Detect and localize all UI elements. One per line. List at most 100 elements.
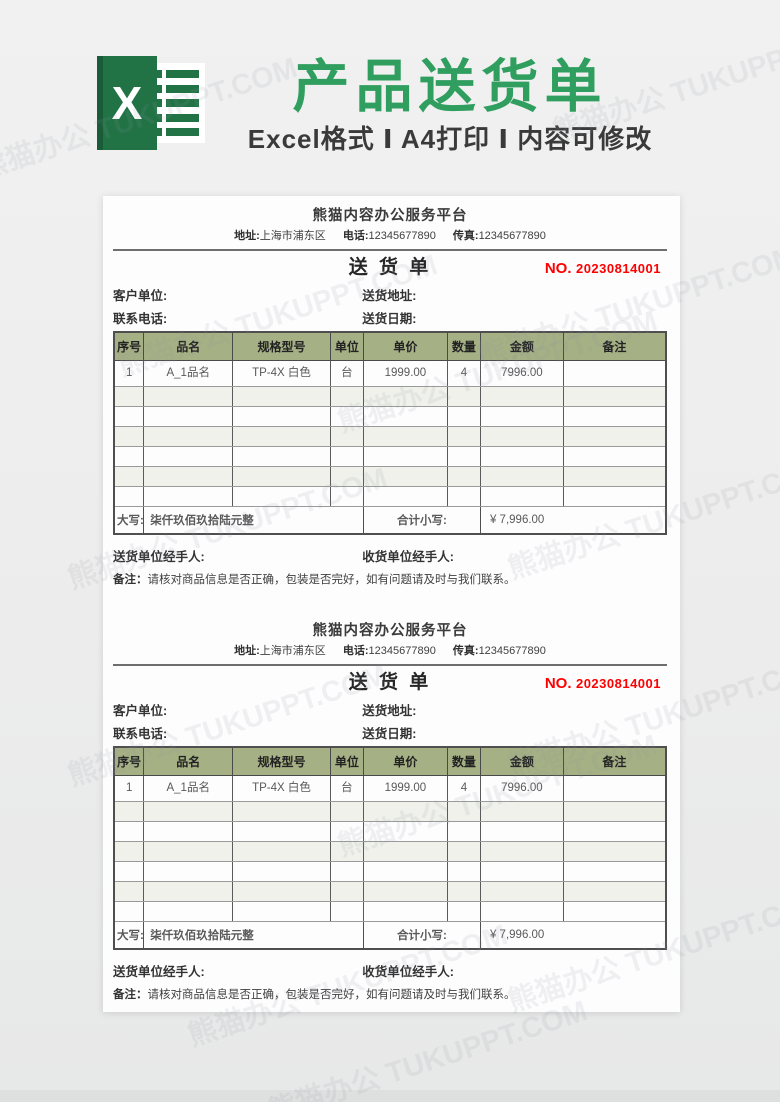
empty-row bbox=[113, 426, 667, 447]
empty-cell bbox=[113, 841, 145, 862]
note-text: 请核对商品信息是否正确，包装是否完好，如有问题请及时与我们联系。 bbox=[147, 989, 516, 1001]
delivery-note-form: 熊猫内容办公服务平台 地址:上海市浦东区 电话:12345677890 传真:1… bbox=[113, 208, 667, 587]
empty-cell bbox=[446, 841, 481, 862]
fax-label: 传真: bbox=[452, 230, 479, 242]
empty-cell bbox=[232, 406, 331, 427]
item-cell bbox=[562, 360, 667, 387]
total-in-figures-value: ¥ 7,996.00 bbox=[479, 506, 667, 535]
note-row: 备注：请核对商品信息是否正确，包装是否完好，如有问题请及时与我们联系。 bbox=[113, 988, 667, 1002]
empty-cell bbox=[329, 841, 364, 862]
total-in-figures-label: 合计小写: bbox=[362, 506, 481, 535]
field-contact-phone: 联系电话: bbox=[113, 312, 168, 326]
signature-row: 送货单位经手人: 收货单位经手人: bbox=[113, 961, 667, 980]
banner-subtitle: Excel格式 Ⅰ A4打印 Ⅰ 内容可修改 bbox=[247, 124, 653, 155]
empty-cell bbox=[329, 821, 364, 842]
empty-cell bbox=[479, 801, 564, 822]
empty-cell bbox=[562, 486, 667, 507]
doc-title: 送 货 单 bbox=[348, 257, 432, 278]
empty-cell bbox=[329, 861, 364, 882]
empty-cell bbox=[143, 861, 234, 882]
sender-handler-label: 送货单位经手人: bbox=[113, 550, 205, 564]
column-header: 单位 bbox=[329, 746, 364, 776]
column-header: 单价 bbox=[362, 331, 448, 361]
empty-cell bbox=[446, 386, 481, 407]
empty-cell bbox=[362, 881, 448, 902]
empty-cell bbox=[329, 406, 364, 427]
phone-value: 12345677890 bbox=[368, 230, 436, 242]
empty-cell bbox=[479, 486, 564, 507]
column-header: 单位 bbox=[329, 331, 364, 361]
field-delivery-address: 送货地址: bbox=[362, 704, 417, 718]
empty-cell bbox=[562, 881, 667, 902]
company-phone: 电话:12345677890 bbox=[343, 645, 436, 657]
empty-cell bbox=[479, 861, 564, 882]
field-delivery-date: 送货日期: bbox=[362, 312, 417, 326]
empty-cell bbox=[329, 426, 364, 447]
empty-cell bbox=[362, 901, 448, 922]
banner-title: 产品送货单 bbox=[292, 55, 608, 119]
empty-cell bbox=[232, 901, 331, 922]
fax-label: 传真: bbox=[452, 645, 479, 657]
excel-logo-icon: X bbox=[97, 56, 207, 150]
empty-cell bbox=[479, 821, 564, 842]
doc-number-value: 20230814001 bbox=[575, 261, 661, 276]
item-row: 1 A_1品名 TP-4X 白色台 1999.00 4 7996.00 bbox=[113, 360, 667, 387]
empty-cell bbox=[446, 486, 481, 507]
empty-row bbox=[113, 486, 667, 507]
empty-cell bbox=[362, 486, 448, 507]
empty-cell bbox=[113, 466, 145, 487]
column-header: 品名 bbox=[143, 746, 234, 776]
company-phone: 电话:12345677890 bbox=[343, 230, 436, 242]
empty-cell bbox=[329, 881, 364, 902]
empty-cell bbox=[113, 426, 145, 447]
doc-title: 送 货 单 bbox=[348, 672, 432, 693]
note-label: 备注： bbox=[113, 989, 148, 1001]
empty-cell bbox=[362, 801, 448, 822]
address-value: 上海市浦东区 bbox=[259, 230, 326, 242]
item-cell: 1 bbox=[113, 360, 145, 387]
items-table: 序号 品名 规格型号 单位 单价 数量 金额 备注 1 A_1品名 TP-4X 白色台 1999.00… bbox=[113, 746, 667, 950]
empty-cell bbox=[446, 466, 481, 487]
item-row: 1 A_1品名 TP-4X 白色台 1999.00 4 7996.00 bbox=[113, 775, 667, 802]
item-cell: TP-4X 白色 bbox=[232, 360, 331, 387]
fax-value: 12345677890 bbox=[478, 230, 546, 242]
company-fax: 传真:12345677890 bbox=[453, 230, 546, 242]
field-contact-phone: 联系电话: bbox=[113, 727, 168, 741]
empty-cell bbox=[362, 446, 448, 467]
empty-row bbox=[113, 881, 667, 902]
column-header: 单价 bbox=[362, 746, 448, 776]
phone-value: 12345677890 bbox=[368, 645, 436, 657]
empty-cell bbox=[362, 861, 448, 882]
phone-label: 电话: bbox=[342, 645, 369, 657]
fax-value: 12345677890 bbox=[478, 645, 546, 657]
column-header: 备注 bbox=[562, 746, 667, 776]
empty-cell bbox=[479, 841, 564, 862]
empty-cell bbox=[232, 841, 331, 862]
item-cell: 4 bbox=[446, 360, 481, 387]
empty-cell bbox=[479, 426, 564, 447]
note-text: 请核对商品信息是否正确，包装是否完好，如有问题请及时与我们联系。 bbox=[147, 574, 516, 586]
document-page: 熊猫内容办公服务平台 地址:上海市浦东区 电话:12345677890 传真:1… bbox=[103, 196, 680, 1012]
empty-cell bbox=[143, 881, 234, 902]
excel-book-graphic: X bbox=[97, 56, 157, 150]
item-cell: 4 bbox=[446, 775, 481, 802]
form-fields: 客户单位: 送货地址: 联系电话: 送货日期: bbox=[113, 698, 667, 744]
field-delivery-date: 送货日期: bbox=[362, 727, 417, 741]
item-cell: 7996.00 bbox=[479, 360, 564, 387]
field-customer: 客户单位: bbox=[113, 289, 168, 303]
empty-cell bbox=[143, 486, 234, 507]
empty-cell bbox=[329, 466, 364, 487]
address-label: 地址: bbox=[234, 230, 260, 242]
receiver-handler-label: 收货单位经手人: bbox=[362, 550, 454, 564]
empty-cell bbox=[479, 466, 564, 487]
empty-cell bbox=[232, 801, 331, 822]
empty-cell bbox=[329, 446, 364, 467]
empty-cell bbox=[562, 426, 667, 447]
empty-cell bbox=[446, 881, 481, 902]
empty-cell bbox=[143, 841, 234, 862]
amount-in-words-label: 大写: bbox=[113, 506, 145, 535]
empty-cell bbox=[562, 901, 667, 922]
empty-cell bbox=[143, 466, 234, 487]
column-header: 规格型号 bbox=[232, 331, 331, 361]
doc-number: NO. 20230814001 bbox=[545, 675, 661, 693]
